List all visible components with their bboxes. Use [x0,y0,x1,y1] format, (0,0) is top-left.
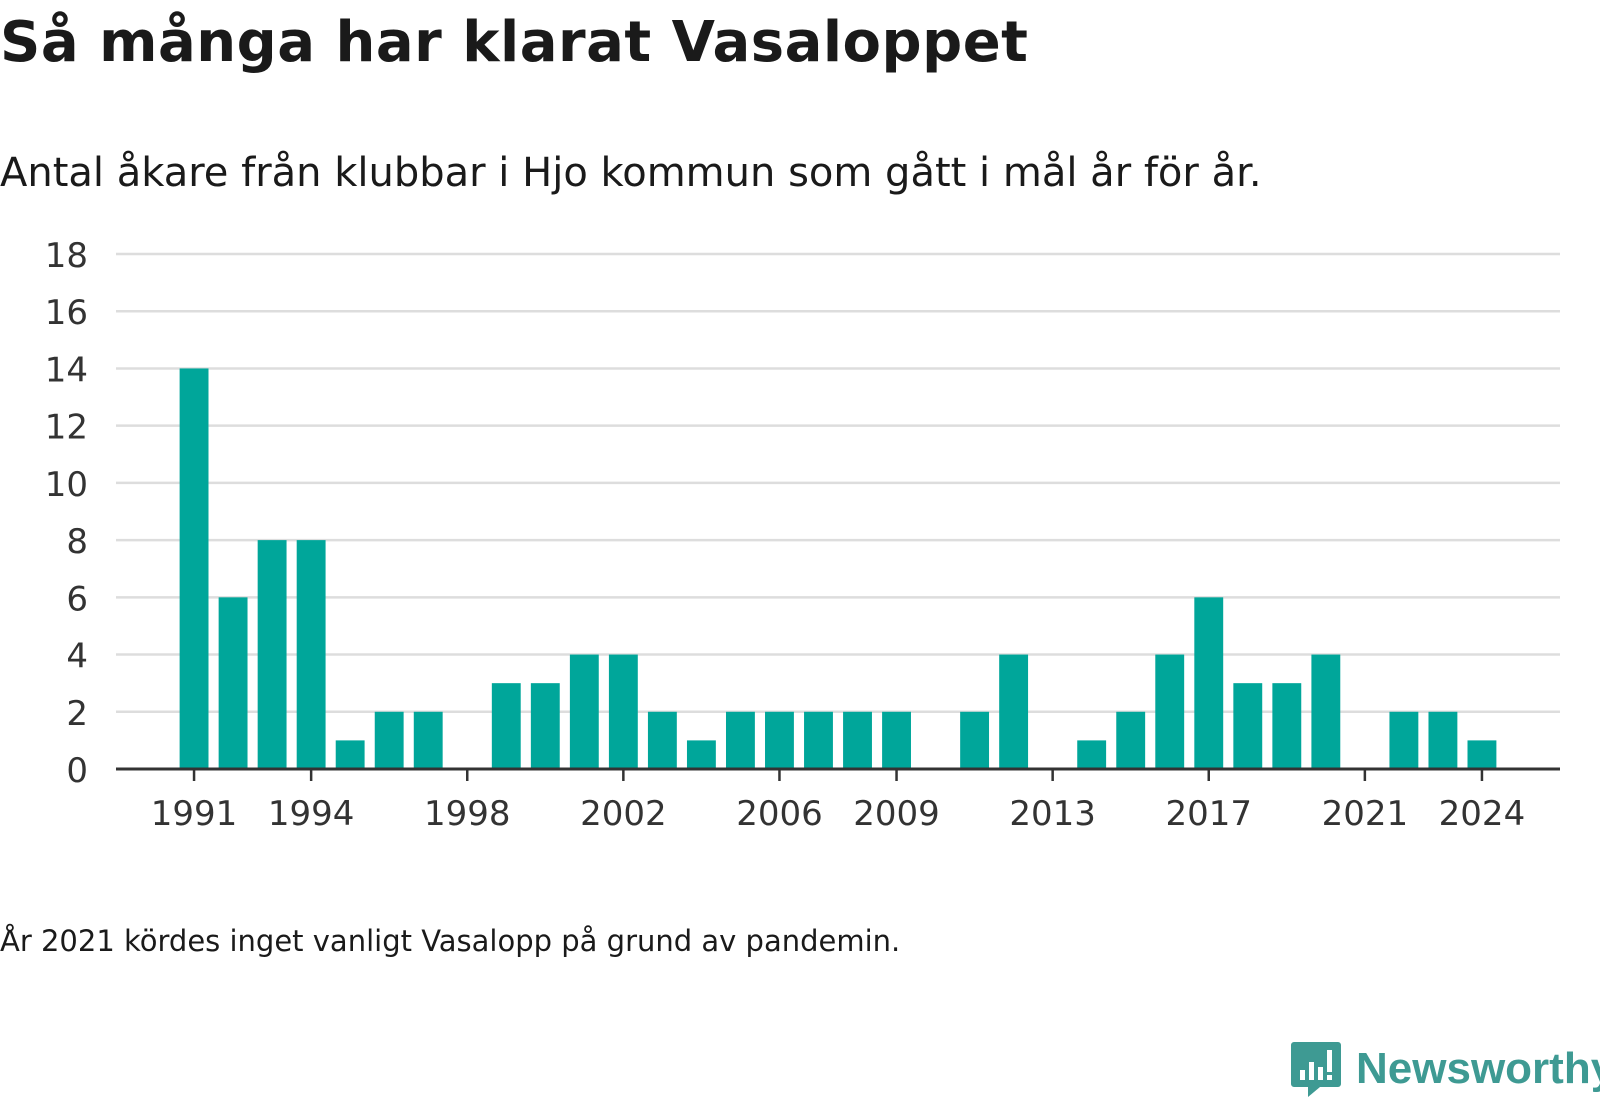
brand-name: Newsworthy [1356,1044,1600,1093]
bar-2012 [999,654,1029,769]
bar-1993 [257,540,287,769]
x-tick-label: 2017 [1165,794,1252,834]
x-tick-label: 1994 [268,794,355,834]
bar-2019 [1272,683,1302,769]
bar-2009 [882,711,911,769]
y-tick-label: 14 [45,350,88,390]
x-tick-label: 2002 [580,794,667,834]
bar-2003 [647,711,677,769]
y-tick-label: 16 [45,293,88,333]
y-tick-label: 2 [66,694,88,734]
x-tick-label: 2021 [1322,794,1409,834]
y-tick-label: 8 [66,522,88,562]
bar-2000 [530,683,560,769]
bar-1992 [218,597,248,769]
bar-2023 [1428,711,1458,769]
y-axis-ticks: 0 2 4 6 8 10 12 14 16 18 [45,236,88,791]
x-tick-label: 1998 [424,794,511,834]
bar-2014 [1077,740,1107,769]
bar-2020 [1311,654,1341,769]
bars [179,368,1497,769]
x-tick-label: 2013 [1009,794,1096,834]
y-tick-label: 12 [45,408,88,448]
bar-2011 [960,711,990,769]
bar-1994 [296,540,326,769]
bar-2002 [608,654,638,769]
x-tick-label: 2006 [736,794,823,834]
x-tick-label: 2024 [1439,794,1526,834]
y-tick-label: 10 [45,465,88,505]
bar-chart: 0 2 4 6 8 10 12 14 16 18 1991 1994 1998 2002 2006 2009… [45,236,1560,834]
brand-logo: Newsworthy [1290,1040,1600,1098]
bar-1999 [491,683,521,769]
bar-2008 [843,711,872,769]
bar-2007 [804,711,833,769]
x-axis: 1991 1994 1998 2002 2006 2009 2013 2017 2021 2024 [116,767,1560,834]
bar-2001 [569,654,599,769]
grid-lines [116,252,1560,714]
y-tick-label: 0 [66,751,88,791]
bar-2022 [1389,711,1419,769]
y-tick-label: 18 [45,236,88,276]
newsworthy-logo-icon [1291,1042,1341,1097]
bar-1995 [335,740,365,769]
bar-2006 [765,711,794,769]
bar-1991 [179,368,209,769]
bar-1996 [374,711,404,769]
bar-2024 [1467,740,1497,769]
y-tick-label: 4 [66,637,88,677]
bar-1997 [413,711,443,769]
bar-2004 [686,740,716,769]
footnote: År 2021 kördes inget vanligt Vasalopp på… [0,924,901,958]
bar-2016 [1155,654,1185,769]
bar-2015 [1116,711,1146,769]
bar-2017 [1194,597,1224,769]
x-tick-label: 1991 [151,794,238,834]
bar-2005 [725,711,755,769]
page-title: Så många har klarat Vasaloppet [0,10,1029,75]
chart-subtitle: Antal åkare från klubbar i Hjo kommun so… [0,150,1262,196]
y-tick-label: 6 [66,579,88,619]
bar-2018 [1233,683,1263,769]
x-tick-label: 2009 [853,794,940,834]
